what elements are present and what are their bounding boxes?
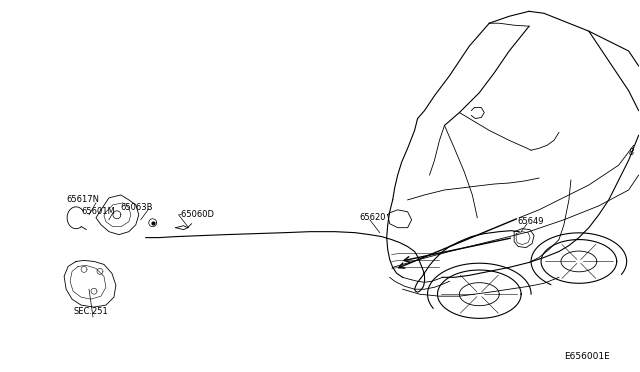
Text: 65601M: 65601M [81,207,115,216]
Text: 65063B: 65063B [121,203,154,212]
Text: 8: 8 [628,148,634,157]
Text: SEC.251: SEC.251 [73,307,108,315]
Text: 65617N: 65617N [66,195,99,204]
Text: -65060D: -65060D [179,210,214,219]
Text: 65649: 65649 [517,217,543,226]
Text: E656001E: E656001E [564,352,610,361]
Text: 65620: 65620 [360,213,387,222]
